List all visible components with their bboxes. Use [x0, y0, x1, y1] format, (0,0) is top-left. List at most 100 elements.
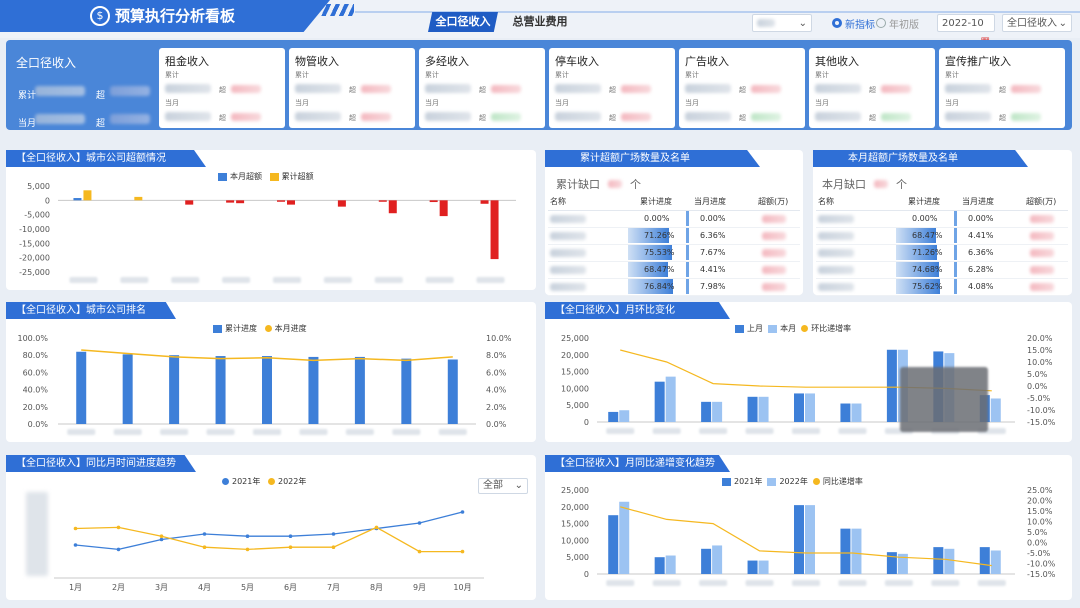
- cum-progress: 71.26%: [644, 231, 675, 240]
- kpi-card[interactable]: 其他收入 累计 超 当月 超: [809, 48, 935, 128]
- x-tick-label: 2月: [112, 583, 125, 592]
- kpi-card-title: 宣传推广收入: [945, 55, 1011, 68]
- line-point: [460, 510, 465, 514]
- y2-tick-label: -10.0%: [1027, 560, 1056, 569]
- over-amount: [1030, 283, 1054, 291]
- panel-title: 【全口径收入】月环比变化: [545, 302, 730, 319]
- kpi-month-over: 超: [96, 119, 106, 129]
- x-label-blurred: [792, 428, 820, 434]
- kpi-card-month-over-value: [881, 113, 911, 121]
- table-row[interactable]: 76.84% 7.98%: [548, 279, 800, 296]
- kpi-card-month-over-value: [231, 113, 261, 121]
- tab-all-income[interactable]: 全口径收入: [428, 12, 498, 32]
- y2-tick-label: 15.0%: [1027, 507, 1053, 516]
- x-label-blurred: [838, 580, 867, 586]
- legend-label: 同比递增率: [822, 477, 863, 486]
- table-row[interactable]: 75.62% 4.08%: [816, 279, 1068, 296]
- y-tick-label: 20,000: [561, 503, 589, 512]
- y-tick-label: 0: [584, 418, 589, 427]
- legend-label: 2021年: [734, 477, 763, 486]
- x-label-blurred: [606, 580, 635, 586]
- x-label-blurred: [425, 277, 454, 283]
- legend-dot: [264, 325, 272, 332]
- chevron-down-icon: ⌄: [514, 480, 523, 491]
- tab-operating-expense[interactable]: 总营业费用: [512, 15, 568, 28]
- kpi-card-month-value: [685, 112, 731, 121]
- kpi-card-month-over-value: [751, 113, 781, 121]
- legend-label: 本月进度: [274, 324, 307, 333]
- y2-tick-label: -15.0%: [1027, 570, 1056, 579]
- scope-select[interactable]: 全口径收入 ⌄: [1002, 14, 1072, 32]
- cum-progress: 74.68%: [912, 265, 943, 274]
- kpi-card-month: 当月: [165, 99, 179, 107]
- x-label-blurred: [222, 277, 251, 283]
- bar-series-b: [851, 528, 862, 574]
- x-label-blurred: [160, 429, 189, 435]
- kpi-card[interactable]: 租金收入 累计 超 当月 超: [159, 48, 285, 128]
- table-row[interactable]: 0.00% 0.00%: [548, 211, 800, 228]
- month-progress: 4.08%: [968, 282, 994, 291]
- bar-series-b: [665, 376, 676, 422]
- x-label-blurred: [977, 580, 1006, 586]
- table-row[interactable]: 0.00% 0.00%: [816, 211, 1068, 228]
- gap-count: [608, 180, 622, 188]
- kpi-card-cum-over-value: [361, 85, 391, 93]
- kpi-card[interactable]: 宣传推广收入 累计 超 当月 超: [939, 48, 1065, 128]
- legend-swatch: [218, 172, 227, 181]
- line-point: [159, 537, 164, 542]
- radio-new[interactable]: [832, 18, 842, 28]
- table-row[interactable]: 75.53% 7.67%: [548, 245, 800, 262]
- bar-series-b: [712, 545, 723, 574]
- filter-all-select[interactable]: 全部 ⌄: [478, 478, 528, 494]
- row-name: [550, 215, 586, 223]
- table-row[interactable]: 71.26% 6.36%: [548, 228, 800, 245]
- y-tick-label: 25,000: [561, 334, 589, 343]
- title-banner: [0, 0, 330, 32]
- bar-series-b: [712, 401, 723, 422]
- panel-city-over: 【全口径收入】城市公司超额情况: [6, 150, 536, 290]
- bar-series-a: [701, 548, 712, 574]
- kpi-card-cum-value: [165, 84, 211, 93]
- kpi-card[interactable]: 物管收入 累计 超 当月 超: [289, 48, 415, 128]
- y-tick-label: 15,000: [561, 368, 589, 377]
- table-row[interactable]: 71.26% 6.36%: [816, 245, 1068, 262]
- filter-select[interactable]: ⌄: [752, 14, 812, 32]
- x-label-blurred: [652, 428, 681, 434]
- y-tick-label: 40.0%: [23, 386, 49, 395]
- kpi-card-month-over-value: [361, 113, 391, 121]
- legend-swatch: [767, 477, 777, 486]
- legend-label: 2022年: [779, 477, 808, 486]
- legend-dot: [222, 478, 229, 485]
- bar-cum-progress: [262, 356, 272, 424]
- x-label-blurred: [345, 429, 374, 435]
- y2-tick-label: 5.0%: [1027, 528, 1048, 537]
- bar-series-b: [619, 410, 630, 422]
- page-title: 预算执行分析看板: [115, 7, 236, 25]
- y-tick-label: -20,000: [19, 254, 50, 263]
- bar-cum-over-neg: [236, 200, 245, 204]
- cum-progress: 68.47%: [912, 231, 943, 240]
- kpi-card[interactable]: 多经收入 累计 超 当月 超: [419, 48, 545, 128]
- kpi-card[interactable]: 广告收入 累计 超 当月 超: [679, 48, 805, 128]
- kpi-card[interactable]: 停车收入 累计 超 当月 超: [549, 48, 675, 128]
- kpi-card-title: 物管收入: [295, 55, 339, 68]
- panel-cum-rank: 累计超额广场数量及名单: [545, 150, 803, 295]
- y2-tick-label: 15.0%: [1027, 346, 1053, 355]
- kpi-card-title: 停车收入: [555, 55, 599, 68]
- kpi-card-over: 超: [479, 114, 486, 122]
- date-picker[interactable]: 2022-10▦: [937, 14, 995, 47]
- legend-swatch: [768, 324, 778, 333]
- table-row[interactable]: 68.47% 4.41%: [548, 262, 800, 279]
- progress-bar: [628, 262, 668, 277]
- gap-label-text: 本月缺口: [822, 178, 866, 191]
- table-row[interactable]: 74.68% 6.28%: [816, 262, 1068, 279]
- radio-old[interactable]: [876, 18, 886, 28]
- line-series-1: [75, 526, 463, 553]
- kpi-card-cum-value: [945, 84, 991, 93]
- table-header: 名称 累计进度 当月进度 超额(万): [548, 194, 800, 211]
- x-label-blurred: [392, 429, 421, 435]
- table-row[interactable]: 68.47% 4.41%: [816, 228, 1068, 245]
- y-tick-label: 20,000: [561, 351, 589, 360]
- x-tick-label: 1月: [69, 583, 82, 592]
- cum-progress: 0.00%: [912, 214, 938, 223]
